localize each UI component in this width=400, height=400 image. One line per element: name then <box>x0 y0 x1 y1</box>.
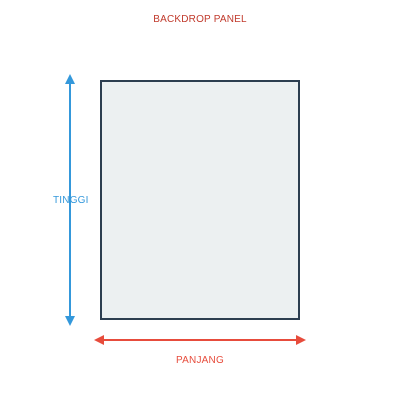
height-label: TINGGI <box>53 195 89 206</box>
length-label: PANJANG <box>176 355 224 366</box>
backdrop-panel <box>100 80 300 320</box>
diagram-title: BACKDROP PANEL <box>153 14 247 25</box>
length-arrow-icon <box>94 335 306 345</box>
height-arrow-icon <box>65 74 75 326</box>
